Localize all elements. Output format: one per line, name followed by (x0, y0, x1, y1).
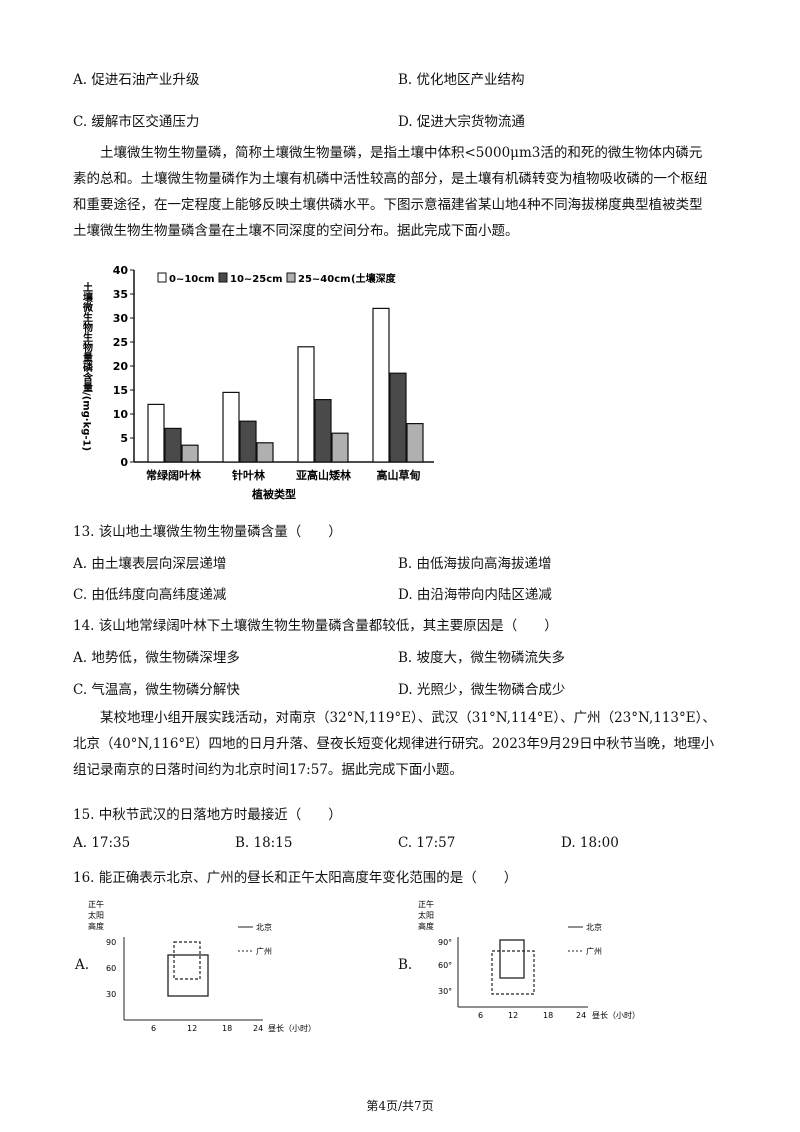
q13-option-b: B. 由低海拔向高海拔递增 (398, 556, 552, 572)
chart-category-label: 亚高山矮林 (296, 468, 351, 482)
chart-ytick-label: 40 (113, 264, 129, 277)
fig-a-guangzhou-box (173, 941, 201, 980)
q16-stem: 16. 能正确表示北京、广州的昼长和正午太阳高度年变化范围的是（ ） (73, 870, 518, 886)
chart-ytick-label: 30 (113, 312, 129, 325)
fig-a-xtick-12: 12 (187, 1024, 197, 1033)
chart-legend-label: 25~40cm (298, 274, 351, 285)
chart-category-label: 高山草甸 (377, 468, 421, 482)
page-footer: 第4页/共7页 (366, 1099, 434, 1113)
chart-ytick-label: 25 (113, 336, 128, 349)
q15-option-a: A. 17:35 (73, 835, 131, 851)
q14-option-d: D. 光照少，微生物磷合成少 (398, 682, 566, 698)
fig-a-legend-guangzhou: 广州 (256, 946, 272, 956)
chart-ytick-label: 35 (113, 288, 128, 301)
q15-stem: 15. 中秋节武汉的日落地方时最接近（ ） (73, 807, 342, 823)
fig-b-xtick-12: 12 (508, 1011, 518, 1020)
fig-a-xtick-18: 18 (222, 1024, 232, 1033)
q16-figure-b: 正午 太阳 高度 90° 60° 30° 6 12 18 24 昼长（小时） 北… (418, 899, 640, 1020)
chart-ylabel: 土壤微生物生物量磷含量/(mg·kg-1) (81, 281, 94, 451)
chart-bar (406, 423, 424, 463)
fig-b-ylabel-3: 高度 (418, 921, 434, 931)
q16-figure-a: 正午 太阳 高度 90 60 30 6 12 18 24 昼长（小时） 北京 广… (88, 899, 316, 1033)
q15-option-c: C. 17:57 (398, 835, 456, 851)
q12-option-d: D. 促进大宗货物流通 (398, 114, 525, 130)
q16-figure-b-letter: B. (398, 957, 413, 973)
fig-b-ytick-90: 90° (438, 938, 452, 947)
q14-option-a: A. 地势低，微生物磷深埋多 (73, 650, 240, 666)
fig-a-xtick-6: 6 (151, 1024, 156, 1033)
fig-b-xlabel: 昼长（小时） (592, 1010, 640, 1020)
chart-legend-label: 10~25cm (230, 274, 283, 285)
chart-ytick-label: 0 (120, 456, 128, 469)
q13-option-a: A. 由土壤表层向深层递增 (73, 556, 227, 572)
chart-bar (222, 391, 240, 463)
passage-sunset-study: 某校地理小组开展实践活动，对南京（32°N,119°E）、武汉（31°N,114… (73, 710, 716, 778)
fig-b-legend-guangzhou: 广州 (586, 946, 602, 956)
chart-bar (314, 399, 332, 463)
chart-bar (164, 427, 182, 463)
q13-option-c: C. 由低纬度向高纬度递减 (73, 587, 227, 603)
chart-category-label: 常绿阔叶林 (146, 468, 201, 482)
fig-b-xtick-18: 18 (543, 1011, 553, 1020)
fig-b-xtick-6: 6 (478, 1011, 483, 1020)
chart-bar (239, 420, 257, 463)
chart-bar (181, 444, 199, 463)
fig-a-ytick-30: 30 (106, 990, 116, 999)
chart-bar (297, 346, 315, 463)
chart-ytick-label: 10 (113, 408, 129, 421)
chart-bar (389, 372, 407, 463)
fig-a-xlabel: 昼长（小时） (268, 1023, 316, 1033)
fig-b-ytick-60: 60° (438, 961, 452, 970)
chart-legend-swatch (218, 272, 228, 283)
chart-bar (256, 442, 274, 463)
q14-option-b: B. 坡度大，微生物磷流失多 (398, 650, 566, 666)
chart-ytick-label: 20 (113, 360, 129, 373)
chart-category-label: 针叶林 (232, 468, 265, 482)
q15-option-d: D. 18:00 (561, 835, 619, 851)
fig-b-beijing-box (499, 939, 525, 979)
fig-b-guangzhou-box (491, 950, 535, 995)
chart-bar (147, 403, 165, 463)
fig-a-ytick-90: 90 (106, 938, 116, 947)
fig-b-ytick-30: 30° (438, 987, 452, 996)
q14-option-c: C. 气温高，微生物磷分解快 (73, 682, 240, 698)
chart-legend-swatch (286, 272, 296, 283)
fig-a-ytick-60: 60 (106, 964, 116, 973)
fig-a-legend-beijing: 北京 (256, 922, 272, 932)
q12-option-b: B. 优化地区产业结构 (398, 72, 525, 88)
fig-b-ylabel-2: 太阳 (418, 910, 434, 920)
chart-bar (331, 432, 349, 463)
chart-bar (372, 307, 390, 463)
chart-legend-suffix: (土壤深度 (351, 272, 397, 285)
q12-option-c: C. 缓解市区交通压力 (73, 114, 200, 130)
chart-legend-label: 0~10cm (169, 274, 215, 285)
soil-phosphorus-bar-chart: 土壤微生物生物量磷含量/(mg·kg-1) 0 5 10 15 20 25 30 35 40 0~1… (81, 264, 434, 501)
fig-b-ylabel-1: 正午 (418, 899, 434, 909)
q16-figure-a-letter: A. (75, 957, 90, 973)
q15-option-b: B. 18:15 (235, 835, 293, 851)
chart-ytick-label: 5 (120, 432, 128, 445)
q14-stem: 14. 该山地常绿阔叶林下土壤微生物生物量磷含量都较低，其主要原因是（ ） (73, 618, 558, 634)
q12-option-a: A. 促进石油产业升级 (73, 72, 200, 88)
fig-a-beijing-box (167, 954, 209, 997)
fig-a-ylabel-2: 太阳 (88, 910, 104, 920)
chart-ytick-label: 15 (113, 384, 128, 397)
fig-a-ylabel-3: 高度 (88, 921, 104, 931)
chart-legend-swatch (157, 272, 167, 283)
fig-b-xtick-24: 24 (576, 1011, 586, 1020)
fig-b-legend-beijing: 北京 (586, 922, 602, 932)
fig-a-ylabel-1: 正午 (88, 899, 104, 909)
q13-option-d: D. 由沿海带向内陆区递减 (398, 587, 552, 603)
chart-xlabel: 植被类型 (251, 487, 296, 501)
q13-stem: 13. 该山地土壤微生物生物量磷含量（ ） (73, 524, 342, 540)
passage-soil-phosphorus: 土壤微生物生物量磷，简称土壤微生物量磷，是指土壤中体积<5000μm3活的和死的… (73, 145, 708, 239)
fig-a-xtick-24: 24 (253, 1024, 263, 1033)
